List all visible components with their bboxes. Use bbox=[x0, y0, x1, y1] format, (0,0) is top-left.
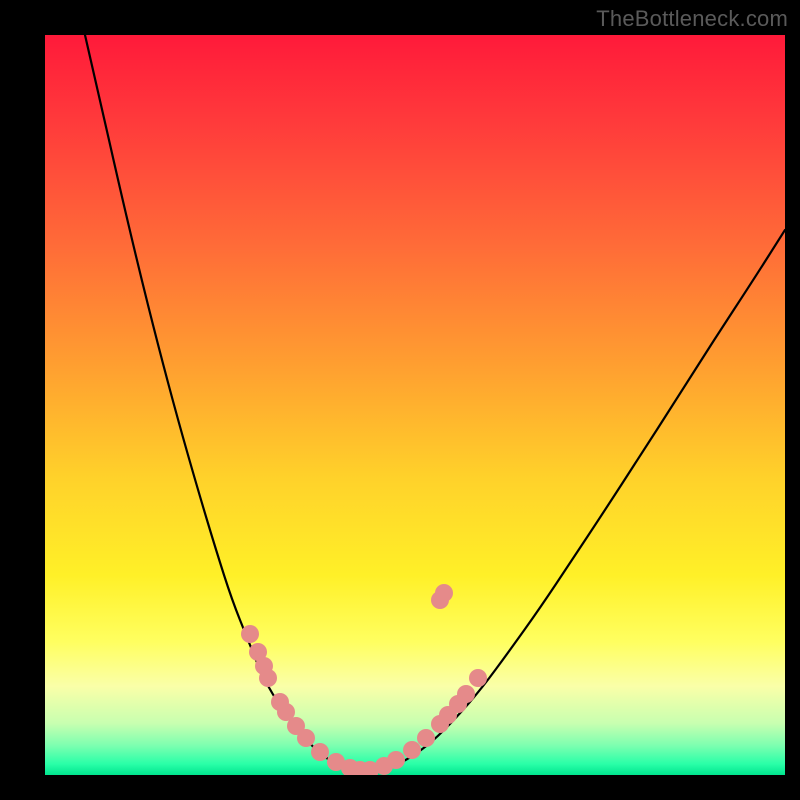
bottleneck-chart bbox=[45, 35, 785, 775]
data-marker bbox=[457, 685, 475, 703]
data-marker bbox=[297, 729, 315, 747]
watermark-text: TheBottleneck.com bbox=[596, 6, 788, 32]
chart-svg bbox=[45, 35, 785, 775]
data-marker bbox=[469, 669, 487, 687]
data-marker bbox=[435, 584, 453, 602]
data-marker bbox=[403, 741, 421, 759]
gradient-background bbox=[45, 35, 785, 775]
data-marker bbox=[417, 729, 435, 747]
data-marker bbox=[311, 743, 329, 761]
data-marker bbox=[241, 625, 259, 643]
data-marker bbox=[387, 751, 405, 769]
data-marker bbox=[259, 669, 277, 687]
